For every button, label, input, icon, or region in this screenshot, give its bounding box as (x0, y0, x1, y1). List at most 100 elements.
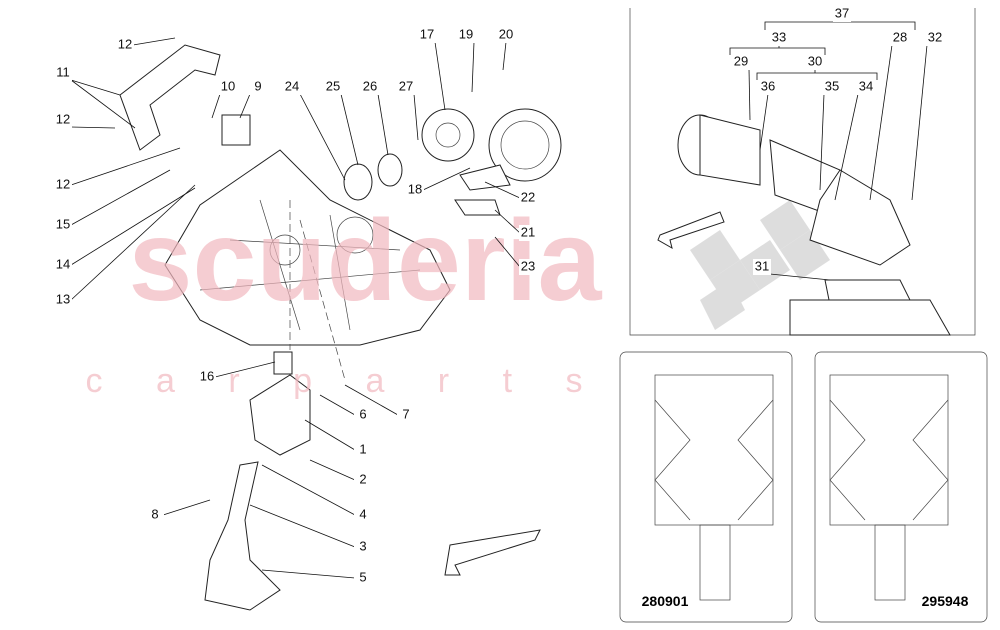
label-bg (497, 27, 515, 43)
callout-label: 13 (56, 291, 70, 306)
label-bg (519, 259, 537, 275)
callout-label: 35 (825, 78, 839, 93)
callout-label: 17 (420, 26, 434, 41)
label-bg (759, 79, 777, 95)
label-bg (54, 177, 72, 193)
leader-line (261, 464, 356, 516)
callout-label: 15 (56, 216, 70, 231)
inset-frame (619, 351, 793, 623)
callout-label: 31 (755, 258, 769, 273)
leader-line (748, 68, 751, 121)
label-bg (732, 54, 750, 70)
label-bg (54, 292, 72, 308)
label-bg (806, 54, 824, 70)
callout-label: 34 (859, 78, 873, 93)
label-bg (823, 79, 841, 95)
callout-label: 21 (521, 224, 535, 239)
label-bg (354, 442, 372, 458)
callout-label: 36 (761, 78, 775, 93)
callout-label: 1 (359, 441, 366, 456)
leader-line (434, 41, 446, 111)
callout-label: 8 (151, 506, 158, 521)
label-bg (418, 27, 436, 43)
group-bracket (729, 18, 916, 80)
label-bg (891, 30, 909, 46)
callout-label: 6 (359, 406, 366, 421)
callout-label: 26 (363, 78, 377, 93)
label-bg (219, 79, 237, 95)
oil-pump (249, 374, 311, 456)
leader-line (239, 93, 251, 119)
callout-label: 12 (56, 111, 70, 126)
leader-line (422, 167, 471, 191)
label-bg (324, 79, 342, 95)
sensor (221, 114, 251, 146)
leader-line (261, 569, 356, 579)
inset-code: 280901 (642, 593, 689, 609)
label-bg (397, 79, 415, 95)
label-bg (54, 65, 72, 81)
label-bg (54, 112, 72, 128)
callout-label: 37 (835, 5, 849, 20)
callout-label: 27 (399, 78, 413, 93)
label-bg (519, 225, 537, 241)
leader-line (759, 93, 769, 151)
leader-line (413, 93, 419, 141)
label-bg (406, 182, 424, 198)
label-bg (833, 6, 851, 22)
leader-line (494, 236, 521, 268)
leader-line (471, 41, 475, 93)
label-bg (519, 190, 537, 206)
leader-line (319, 394, 356, 416)
label-bg (753, 259, 771, 275)
callout-label: 3 (359, 538, 366, 553)
leader-line (340, 93, 359, 166)
label-bg (54, 217, 72, 233)
pickup-tube (204, 461, 281, 611)
leader-line (834, 93, 859, 201)
leader-line (304, 419, 356, 451)
label-bg (926, 30, 944, 46)
arrow (657, 211, 725, 250)
label-bg (361, 79, 379, 95)
sprocket (421, 108, 475, 162)
callout-label: 25 (326, 78, 340, 93)
leader-line (70, 126, 116, 129)
inset-code: 295948 (922, 593, 969, 609)
inset-drawing (654, 374, 949, 601)
label-bg (354, 570, 372, 586)
callout-label: 23 (521, 258, 535, 273)
leader-line (911, 44, 928, 201)
callout-label: 32 (928, 29, 942, 44)
label-bg (146, 507, 164, 523)
callout-label: 9 (254, 78, 261, 93)
leader-line (70, 79, 121, 96)
label-bg (354, 539, 372, 555)
callout-label: 12 (118, 36, 132, 51)
label-bg (354, 472, 372, 488)
leader-line (819, 93, 825, 191)
leader-line (70, 187, 196, 266)
gear (488, 108, 562, 182)
callout-label: 16 (200, 368, 214, 383)
label-bg (397, 407, 415, 423)
oil-filter (677, 114, 951, 336)
callout-label: 20 (499, 26, 513, 41)
bearing (343, 163, 373, 201)
ring (377, 153, 403, 187)
callout-label: 5 (359, 569, 366, 584)
plug (273, 351, 293, 375)
callout-label: 24 (285, 78, 299, 93)
leader-line (494, 209, 521, 234)
leader-line (214, 361, 276, 378)
leader-line (869, 44, 893, 201)
label-bg (249, 79, 267, 95)
callout-label: 29 (734, 53, 748, 68)
callout-label: 2 (359, 471, 366, 486)
leader-line (70, 79, 136, 129)
callout-label: 33 (772, 29, 786, 44)
label-bg (116, 37, 134, 53)
callout-label: 11 (56, 64, 70, 79)
label-bg (354, 507, 372, 523)
